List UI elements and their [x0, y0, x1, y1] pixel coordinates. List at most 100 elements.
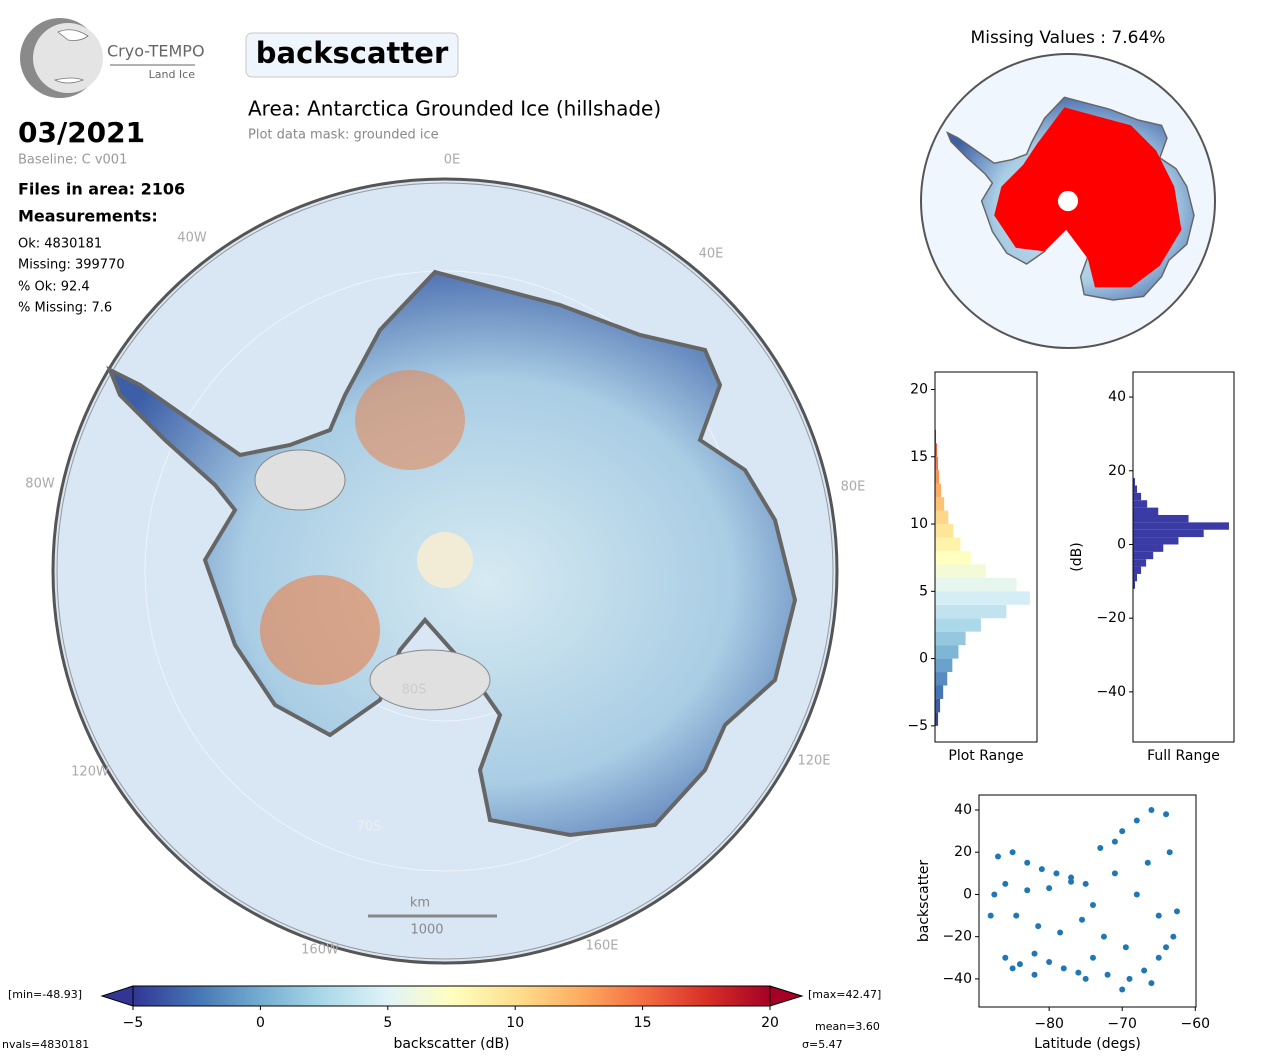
- bar: [935, 685, 944, 699]
- y-axis-label: (dB): [1069, 542, 1085, 571]
- bar: [935, 510, 949, 525]
- bar: [1133, 551, 1154, 560]
- x-axis-label: Full Range: [1147, 748, 1220, 764]
- point: [1089, 954, 1096, 961]
- point: [1009, 849, 1016, 856]
- y-tick-label: 5: [919, 583, 928, 599]
- point: [987, 912, 994, 919]
- lon-label: 120W: [71, 765, 109, 780]
- lon-label: 0E: [444, 153, 461, 168]
- bar: [1133, 537, 1179, 545]
- bar: [1133, 559, 1147, 567]
- point: [1141, 967, 1148, 974]
- area-title: Area: Antarctica Grounded Ice (hillshade…: [248, 97, 661, 121]
- point: [1089, 902, 1096, 909]
- bar: [935, 618, 981, 632]
- point: [1024, 859, 1031, 866]
- point: [1174, 908, 1181, 915]
- point: [1097, 845, 1104, 851]
- min-label: [min=-48.93]: [8, 988, 82, 1001]
- point: [1002, 954, 1009, 961]
- point: [1122, 944, 1129, 951]
- bar: [935, 456, 939, 471]
- point: [991, 891, 998, 898]
- y-tick-label: 0: [1117, 536, 1126, 552]
- x-axis-label: Plot Range: [948, 748, 1023, 764]
- y-tick-label: 0: [919, 651, 928, 667]
- point: [1155, 954, 1162, 961]
- axes-frame: [978, 794, 1197, 1008]
- bar: [1133, 507, 1159, 515]
- stat: % Missing: 7.6: [18, 301, 112, 316]
- bar: [1133, 529, 1204, 538]
- max-label: [max=42.47]: [808, 988, 881, 1001]
- point: [1148, 806, 1155, 813]
- point: [1126, 975, 1133, 982]
- x-tick-label: −80: [1034, 1016, 1064, 1032]
- point: [1046, 885, 1053, 892]
- point: [1111, 838, 1118, 845]
- x-tick-label: 15: [634, 1015, 652, 1031]
- point: [994, 853, 1001, 860]
- lon-label: 40W: [177, 231, 207, 246]
- bar: [935, 564, 986, 578]
- y-tick-label: 10: [910, 516, 928, 532]
- mask-note: Plot data mask: grounded ice: [248, 128, 439, 143]
- point: [1079, 916, 1086, 923]
- y-tick-label: −20: [942, 929, 972, 945]
- x-tick-label: −60: [1180, 1016, 1210, 1032]
- y-tick-label: 40: [1108, 389, 1126, 405]
- stat: Ok: 4830181: [18, 237, 102, 252]
- bar: [1133, 485, 1138, 493]
- logo-title: Cryo-TEMPO: [107, 42, 205, 61]
- lon-label: 40E: [699, 247, 724, 262]
- bar: [935, 524, 954, 538]
- stat: % Ok: 92.4: [18, 280, 90, 295]
- bar: [1133, 581, 1136, 589]
- y-tick-label: 20: [910, 381, 928, 397]
- y-tick-label: −40: [942, 971, 972, 987]
- x-tick-label: 20: [761, 1015, 779, 1031]
- y-tick-label: 20: [954, 844, 972, 860]
- point: [1119, 828, 1126, 835]
- bar: [1133, 500, 1148, 508]
- bar: [935, 470, 940, 484]
- axes-frame: [1132, 371, 1235, 743]
- point: [1024, 887, 1031, 894]
- logo: Cryo-TEMPO Land Ice: [20, 18, 205, 98]
- y-tick-label: −40: [1096, 684, 1126, 700]
- bar: [935, 537, 961, 551]
- baseline: Baseline: C v001: [18, 153, 127, 168]
- point: [1082, 975, 1089, 982]
- bar: [1133, 514, 1189, 523]
- nvals-label: nvals=4830181: [2, 1038, 89, 1051]
- point: [1060, 965, 1067, 972]
- bar: [1133, 544, 1164, 552]
- point: [1009, 965, 1016, 972]
- point: [1031, 950, 1038, 957]
- bar: [935, 631, 966, 646]
- bar: [935, 550, 971, 565]
- point: [1170, 933, 1177, 940]
- point: [1031, 971, 1038, 978]
- extend-max: [769, 985, 804, 1007]
- date: 03/2021: [18, 116, 145, 149]
- bar: [1133, 492, 1142, 501]
- point: [1016, 961, 1023, 968]
- point: [1046, 959, 1053, 966]
- point: [1155, 912, 1162, 919]
- x-tick-label: −70: [1107, 1016, 1137, 1032]
- point: [1144, 859, 1151, 866]
- parameter: backscatter: [256, 36, 449, 70]
- files: Files in area: 2106: [18, 180, 185, 199]
- bar: [935, 658, 953, 673]
- point: [1068, 878, 1075, 885]
- point: [1163, 811, 1170, 818]
- point: [1038, 866, 1045, 873]
- x-tick-label: 5: [383, 1015, 392, 1031]
- point: [1100, 933, 1107, 940]
- point: [1002, 880, 1009, 887]
- bar: [935, 577, 1017, 592]
- missing-map: [920, 53, 1216, 349]
